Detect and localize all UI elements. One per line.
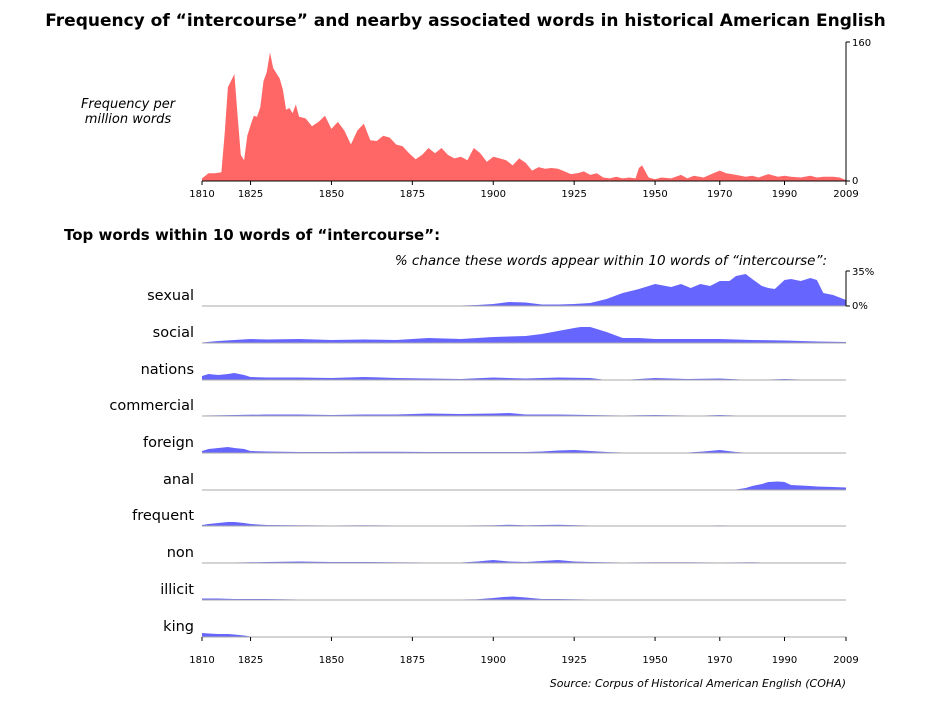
frequency-x-tick: 1970 xyxy=(707,189,732,200)
word-area-nations xyxy=(202,373,846,380)
frequency-x-tick: 1925 xyxy=(561,189,586,200)
frequency-x-tick: 2009 xyxy=(833,189,858,200)
source-note: Source: Corpus of Historical American En… xyxy=(549,677,846,690)
word-label-sexual: sexual xyxy=(147,288,194,304)
word-x-tick: 1900 xyxy=(481,655,506,666)
word-x-tick: 1990 xyxy=(772,655,797,666)
frequency-x-tick: 1875 xyxy=(400,189,425,200)
word-x-tick: 1810 xyxy=(189,655,214,666)
frequency-y-axis-label: Frequency per million words xyxy=(80,97,176,127)
word-area-frequent xyxy=(202,522,846,526)
word-area-sexual xyxy=(202,274,846,306)
percent-y-tick: 0% xyxy=(852,301,868,312)
word-area-non xyxy=(202,560,846,563)
word-label-anal: anal xyxy=(163,472,194,488)
word-area-foreign xyxy=(202,447,846,453)
frequency-x-tick: 1950 xyxy=(642,189,667,200)
frequency-y-tick: 160 xyxy=(852,38,871,49)
percent-chance-title: % chance these words appear within 10 wo… xyxy=(394,253,827,269)
frequency-x-tick: 1850 xyxy=(319,189,344,200)
frequency-area xyxy=(202,52,846,182)
word-area-social xyxy=(202,327,846,343)
word-label-king: king xyxy=(163,619,194,635)
small-multiples-title: Top words within 10 words of “intercours… xyxy=(64,226,441,244)
word-area-king xyxy=(202,633,846,637)
frequency-x-tick: 1825 xyxy=(238,189,263,200)
frequency-x-tick: 1810 xyxy=(189,189,214,200)
word-area-commercial xyxy=(202,413,846,416)
word-x-tick: 1970 xyxy=(707,655,732,666)
word-x-tick: 1875 xyxy=(400,655,425,666)
word-area-illicit xyxy=(202,596,846,600)
chart-title: Frequency of “intercourse” and nearby as… xyxy=(45,11,886,31)
word-area-anal xyxy=(202,481,846,490)
word-x-tick: 1850 xyxy=(319,655,344,666)
word-x-tick: 1950 xyxy=(642,655,667,666)
word-label-non: non xyxy=(167,545,194,561)
word-label-illicit: illicit xyxy=(160,582,194,598)
word-x-tick: 2009 xyxy=(833,655,858,666)
word-label-foreign: foreign xyxy=(143,435,194,451)
word-x-tick: 1825 xyxy=(238,655,263,666)
word-label-social: social xyxy=(153,325,194,341)
word-label-frequent: frequent xyxy=(132,508,194,524)
word-x-tick: 1925 xyxy=(561,655,586,666)
percent-y-tick: 35% xyxy=(852,267,874,278)
word-label-nations: nations xyxy=(141,362,194,378)
frequency-y-tick: 0 xyxy=(852,176,858,187)
word-label-commercial: commercial xyxy=(109,398,194,414)
frequency-x-tick: 1900 xyxy=(481,189,506,200)
frequency-x-tick: 1990 xyxy=(772,189,797,200)
